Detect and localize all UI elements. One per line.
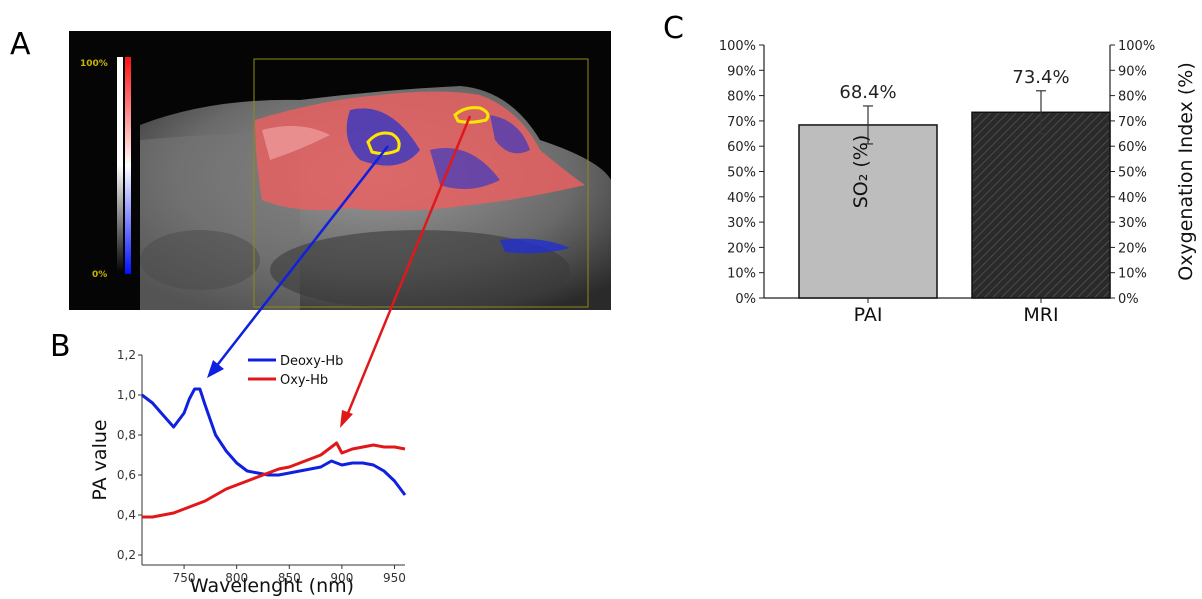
b-x-tick-label: 900 (330, 571, 353, 585)
b-x-tick-label: 800 (225, 571, 248, 585)
arrow-deoxy-head (207, 360, 224, 378)
so2-bar-chart: 0% 0% 10% 10% 20% 20% 30% 30% 40% 40% 50% 50% 60% 60%… (719, 39, 1197, 326)
connector-arrows (207, 115, 472, 428)
c-right-tick-label: 20% (1118, 241, 1147, 256)
c-category-label-pai: PAI (854, 304, 883, 326)
b-y-tick-label: 0,2 (117, 548, 136, 562)
c-value-label-mri: 73.4% (1012, 67, 1069, 88)
c-right-tick-label: 90% (1118, 64, 1147, 79)
c-left-tick-label: 80% (727, 90, 756, 105)
colorbar-bottom-label: 0% (92, 270, 107, 280)
c-value-label-pai: 68.4% (839, 82, 896, 103)
c-left-axis-title: SO₂ (%) (850, 135, 872, 209)
c-right-tick-label: 60% (1118, 140, 1147, 155)
c-right-tick-label: 10% (1118, 267, 1147, 282)
arrow-deoxy-line (214, 145, 389, 369)
overlay-blue-patch-2 (430, 148, 500, 189)
c-left-tick-label: 30% (727, 216, 756, 231)
c-right-tick-label: 80% (1118, 90, 1147, 105)
panel-b-letter: B (50, 329, 71, 364)
arrow-oxy-line (344, 115, 472, 419)
b-y-tick-label: 1,2 (117, 348, 136, 362)
spectra-chart: 0,2 0,4 0,6 0,8 1,0 1,2 750 800 850 900 950 Wavelen… (89, 348, 407, 597)
b-x-axis-title: Wavelenght (nm) (190, 575, 354, 597)
arrow-oxy-head (340, 410, 353, 428)
colorbar-grayscale (117, 57, 123, 274)
c-left-tick-label: 40% (727, 191, 756, 206)
overlay-blue-patch-1 (346, 108, 420, 166)
b-y-tick-label: 0,8 (117, 428, 136, 442)
c-left-tick-label: 10% (727, 267, 756, 282)
overlay-blue-patch-3 (490, 115, 530, 154)
tissue-dark-area (270, 230, 570, 310)
colorbar-top-label: 100% (80, 59, 108, 69)
c-right-tick-label: 70% (1118, 115, 1147, 130)
b-x-tick-label: 850 (278, 571, 301, 585)
c-right-tick-label: 30% (1118, 216, 1147, 231)
c-right-tick-label: 40% (1118, 191, 1147, 206)
panel-c-letter: C (663, 11, 684, 46)
b-x-tick-label: 950 (383, 571, 406, 585)
tissue-dark-left (140, 230, 260, 290)
pa-image: 100% 0% (69, 31, 611, 310)
c-bar-mri (971, 111, 1111, 299)
overlay-blue-patch-4 (500, 238, 570, 254)
c-right-tick-label: 0% (1118, 292, 1139, 307)
b-y-tick-label: 0,4 (117, 508, 136, 522)
c-right-tick-label: 100% (1118, 39, 1155, 54)
b-y-axis-title: PA value (89, 419, 111, 500)
c-right-axis-title: Oxygenation Index (%) (1175, 62, 1197, 281)
c-left-tick-label: 100% (719, 39, 756, 54)
c-left-tick-label: 50% (727, 166, 756, 181)
c-left-tick-label: 60% (727, 140, 756, 155)
c-category-label-mri: MRI (1023, 304, 1058, 326)
b-x-tick-label: 750 (173, 571, 196, 585)
c-left-tick-label: 90% (727, 64, 756, 79)
c-left-tick-label: 70% (727, 115, 756, 130)
b-y-tick-label: 0,6 (117, 468, 136, 482)
b-legend-label-1: Oxy-Hb (280, 373, 328, 388)
panel-a-letter: A (10, 27, 31, 62)
b-y-tick-label: 1,0 (117, 388, 136, 402)
colorbar-color (125, 57, 131, 274)
c-left-tick-label: 20% (727, 241, 756, 256)
b-series-line-0 (141, 387, 407, 496)
b-legend-label-0: Deoxy-Hb (280, 354, 343, 369)
b-series-line-1 (142, 441, 406, 519)
c-right-tick-label: 50% (1118, 166, 1147, 181)
overlay-light-patch (262, 126, 330, 160)
roi-frame (253, 58, 589, 308)
c-left-tick-label: 0% (735, 292, 756, 307)
